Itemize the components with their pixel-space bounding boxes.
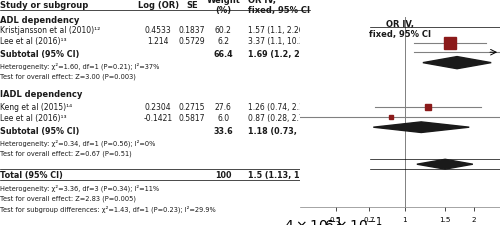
Text: 3.37 (1.1, 10.35): 3.37 (1.1, 10.35): [248, 37, 312, 46]
Text: 0.2715: 0.2715: [179, 102, 206, 111]
Text: SE: SE: [186, 1, 198, 10]
Text: 0.5817: 0.5817: [179, 114, 206, 123]
Text: 1.18 (0.73, 1.91): 1.18 (0.73, 1.91): [248, 126, 323, 135]
Polygon shape: [423, 57, 491, 69]
Text: -0.1421: -0.1421: [144, 114, 172, 123]
Text: 1.214: 1.214: [148, 37, 169, 46]
Text: 0.87 (0.28, 2.71): 0.87 (0.28, 2.71): [248, 114, 312, 123]
Text: OR IV,
fixed, 95% CI: OR IV, fixed, 95% CI: [369, 20, 431, 39]
Text: 6.0: 6.0: [217, 114, 230, 123]
Text: Test for overall effect: Z=3.00 (P=0.003): Test for overall effect: Z=3.00 (P=0.003…: [0, 73, 136, 80]
Text: 1.5 (1.13, 1.98): 1.5 (1.13, 1.98): [248, 170, 318, 179]
Text: Study or subgroup: Study or subgroup: [0, 1, 88, 10]
Text: ADL dependency: ADL dependency: [0, 16, 80, 25]
Text: Heterogeneity: χ²=0.34, df=1 (P=0.56); I²=0%: Heterogeneity: χ²=0.34, df=1 (P=0.56); I…: [0, 139, 156, 147]
Text: IADL dependency: IADL dependency: [0, 90, 82, 99]
Text: 66.4: 66.4: [214, 50, 233, 58]
Text: 100: 100: [215, 170, 232, 179]
Text: Kristjansson et al (2010)¹²: Kristjansson et al (2010)¹²: [0, 26, 100, 35]
Text: 0.4533: 0.4533: [144, 26, 172, 35]
Text: Lee et al (2016)¹³: Lee et al (2016)¹³: [0, 37, 66, 46]
Text: Test for overall effect: Z=0.67 (P=0.51): Test for overall effect: Z=0.67 (P=0.51): [0, 150, 132, 156]
Text: Keng et al (2015)¹⁴: Keng et al (2015)¹⁴: [0, 102, 72, 111]
Text: Total (95% CI): Total (95% CI): [0, 170, 63, 179]
Text: Heterogeneity: χ²=3.36, df=3 (P=0.34); I²=11%: Heterogeneity: χ²=3.36, df=3 (P=0.34); I…: [0, 184, 159, 192]
Text: Test for subgroup differences: χ²=1.43, df=1 (P=0.23); I²=29.9%: Test for subgroup differences: χ²=1.43, …: [0, 204, 216, 212]
Text: 1.26 (0.74, 2.14): 1.26 (0.74, 2.14): [248, 102, 312, 111]
Text: Heterogeneity: χ²=1.60, df=1 (P=0.21); I²=37%: Heterogeneity: χ²=1.60, df=1 (P=0.21); I…: [0, 63, 160, 70]
Text: Subtotal (95% CI): Subtotal (95% CI): [0, 50, 80, 58]
Text: Subtotal (95% CI): Subtotal (95% CI): [0, 126, 80, 135]
Text: Weight
(%): Weight (%): [206, 0, 240, 15]
Text: 6.2: 6.2: [217, 37, 229, 46]
Text: Test for overall effect: Z=2.83 (P=0.005): Test for overall effect: Z=2.83 (P=0.005…: [0, 195, 136, 201]
Text: 0.5729: 0.5729: [179, 37, 206, 46]
Text: 60.2: 60.2: [215, 26, 232, 35]
Text: OR IV,
fixed, 95% CI: OR IV, fixed, 95% CI: [248, 0, 310, 15]
Text: Lee et al (2016)¹³: Lee et al (2016)¹³: [0, 114, 66, 123]
Polygon shape: [374, 122, 469, 133]
Polygon shape: [417, 160, 473, 169]
Text: 1.69 (1.2, 2.38): 1.69 (1.2, 2.38): [248, 50, 318, 58]
Text: Log (OR): Log (OR): [138, 1, 178, 10]
Text: 0.2304: 0.2304: [145, 102, 172, 111]
Text: 1.57 (1.1, 2.26): 1.57 (1.1, 2.26): [248, 26, 306, 35]
Text: 27.6: 27.6: [215, 102, 232, 111]
Text: 0.1837: 0.1837: [179, 26, 206, 35]
Text: 33.6: 33.6: [214, 126, 233, 135]
